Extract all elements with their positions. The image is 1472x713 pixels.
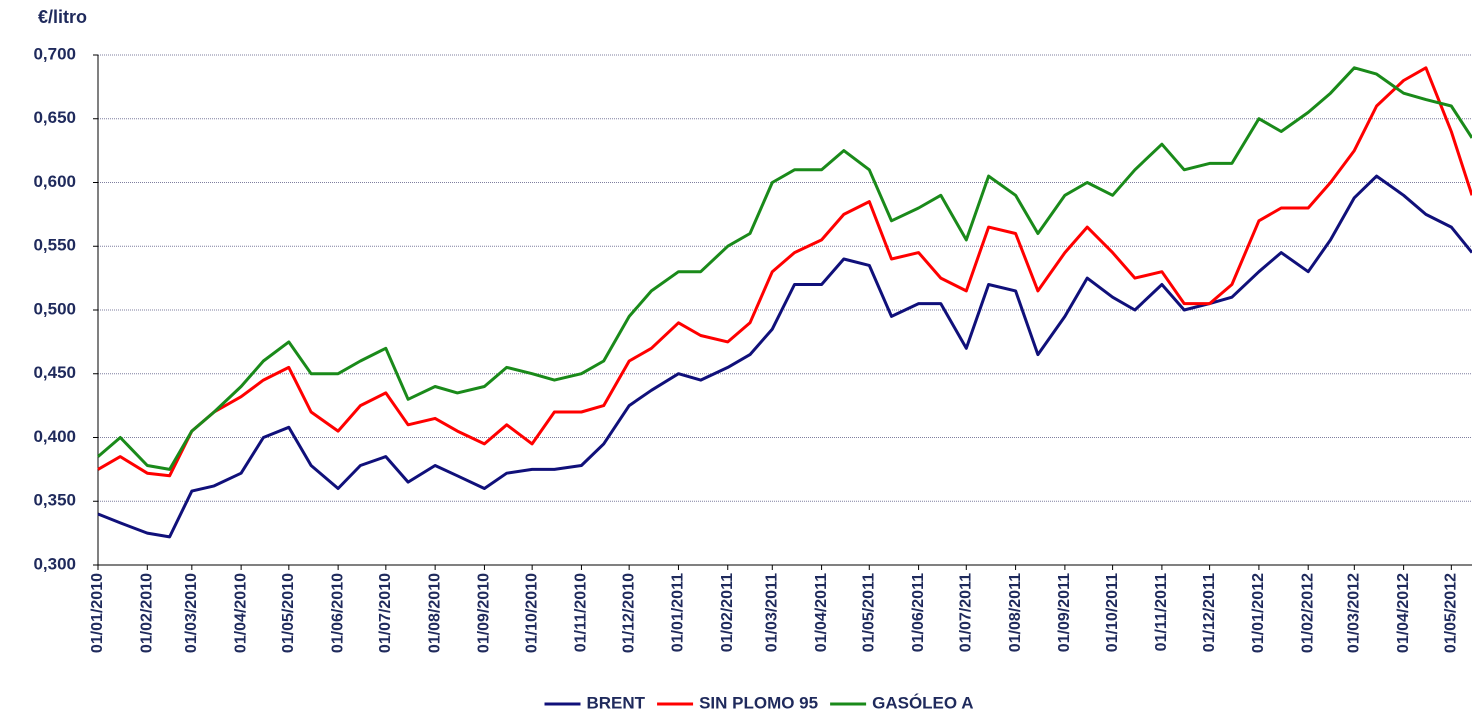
- y-tick-label: 0,500: [33, 299, 76, 318]
- x-tick-label: 01/04/2012: [1395, 573, 1412, 653]
- x-tick-label: 01/03/2010: [183, 573, 200, 653]
- y-tick-label: 0,400: [33, 427, 76, 446]
- y-axis-title: €/litro: [38, 7, 87, 27]
- x-tick-label: 01/04/2011: [813, 573, 830, 652]
- x-tick-label: 01/03/2012: [1346, 573, 1363, 653]
- legend-label: GASÓLEO A: [872, 693, 973, 712]
- y-tick-label: 0,700: [33, 44, 76, 63]
- x-tick-label: 01/05/2010: [280, 573, 297, 653]
- legend: BRENT SIN PLOMO 95 GASÓLEO A: [544, 693, 973, 712]
- x-tick-label: 01/08/2010: [426, 573, 443, 653]
- x-tick-label: 01/12/2011: [1201, 573, 1218, 652]
- x-tick-label: 01/04/2010: [232, 573, 249, 653]
- x-tick-label: 01/07/2011: [958, 573, 975, 652]
- x-tick-label: 01/09/2011: [1056, 573, 1073, 652]
- y-tick-label: 0,650: [33, 108, 76, 127]
- legend-label: SIN PLOMO 95: [699, 693, 818, 712]
- x-tick-label: 01/02/2010: [139, 573, 156, 653]
- legend-label: BRENT: [587, 693, 646, 712]
- y-tick-label: 0,600: [33, 172, 76, 191]
- series-line: [97, 66, 1472, 478]
- y-tick-label: 0,350: [33, 491, 76, 510]
- x-tick-label: 01/02/2012: [1299, 573, 1316, 653]
- x-tick-label: 01/10/2011: [1104, 573, 1121, 652]
- x-tick-label: 01/06/2011: [910, 573, 927, 652]
- x-tick-label: 01/07/2010: [377, 573, 394, 653]
- series-line: [97, 66, 1472, 471]
- x-tick-label: 01/09/2010: [476, 573, 493, 653]
- y-tick-label: 0,300: [33, 554, 76, 573]
- x-tick-label: 01/05/2011: [861, 573, 878, 652]
- x-tick-label: 01/10/2010: [523, 573, 540, 653]
- x-tick-label: 01/02/2011: [719, 573, 736, 652]
- x-tick-label: 01/03/2011: [763, 573, 780, 652]
- x-tick-label: 01/11/2010: [573, 573, 590, 652]
- y-tick-label: 0,450: [33, 363, 76, 382]
- x-tick-label: 01/06/2010: [329, 573, 346, 653]
- x-tick-label: 01/08/2011: [1007, 573, 1024, 652]
- x-tick-label: 01/01/2012: [1250, 573, 1267, 653]
- x-tick-label: 01/01/2010: [89, 573, 106, 653]
- x-tick-label: 01/05/2012: [1443, 573, 1460, 653]
- x-tick-label: 01/01/2011: [670, 573, 687, 652]
- x-tick-label: 01/11/2011: [1153, 573, 1170, 651]
- y-tick-label: 0,550: [33, 236, 76, 255]
- series-line: [97, 174, 1472, 539]
- x-tick-label: 01/12/2010: [620, 573, 637, 653]
